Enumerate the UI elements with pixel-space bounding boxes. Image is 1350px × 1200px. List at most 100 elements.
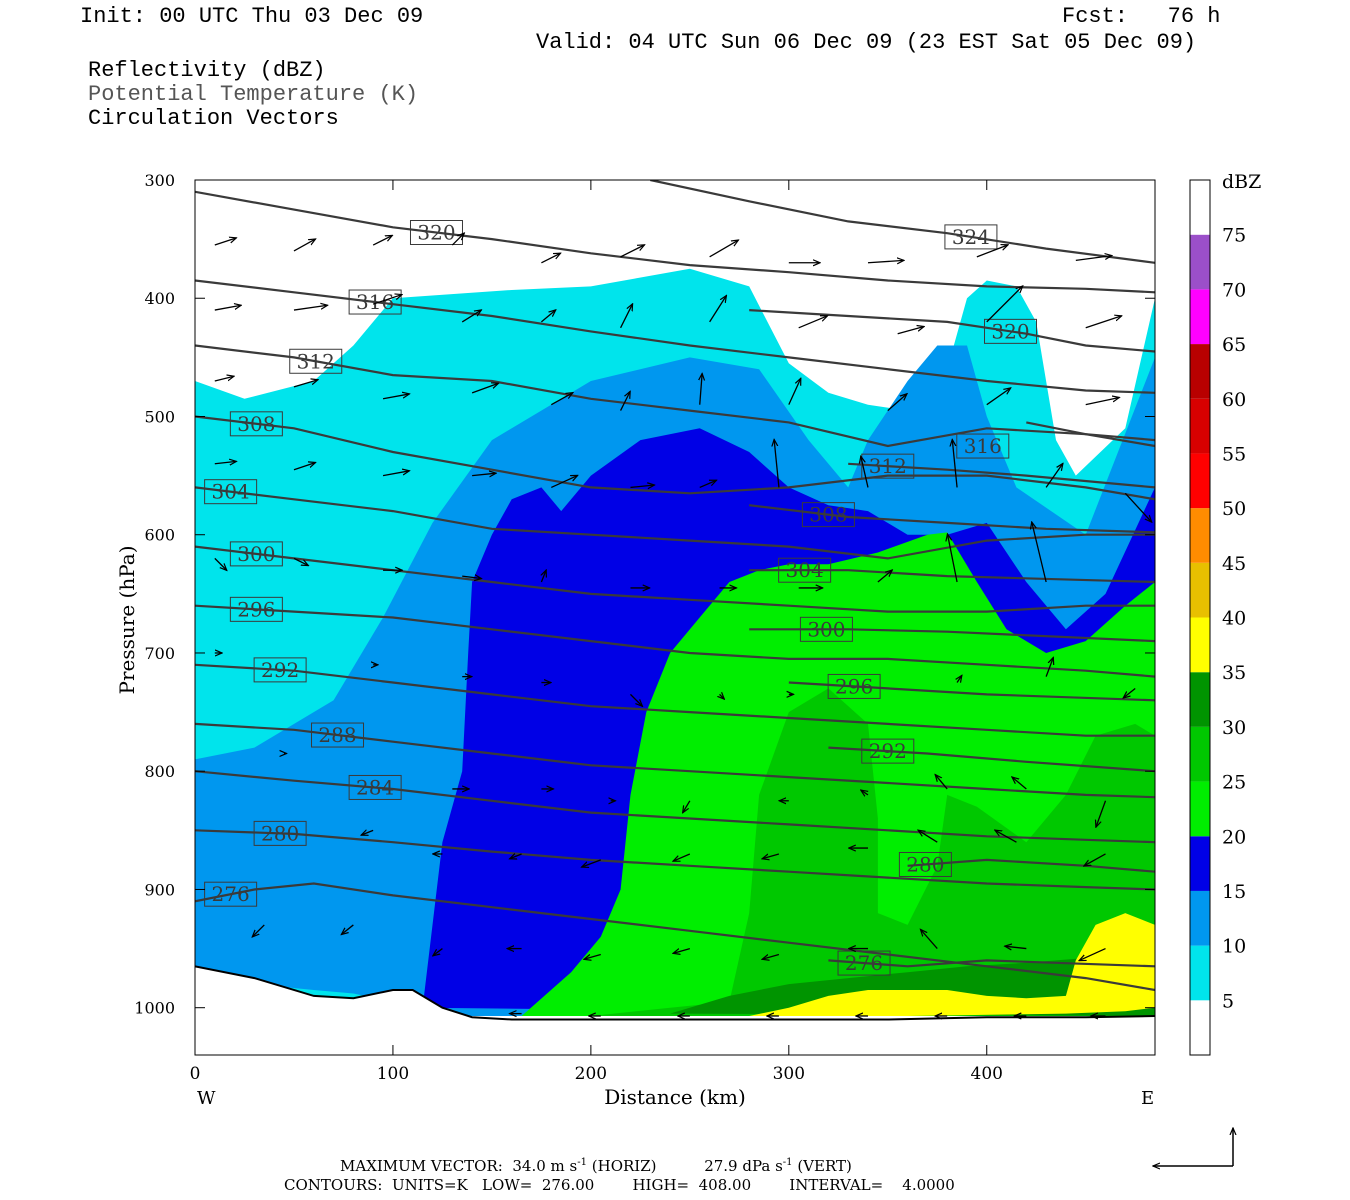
- colorbar-tick-label: 65: [1222, 334, 1246, 356]
- circulation-vector: [630, 485, 654, 487]
- colorbar-tick-label: 30: [1222, 717, 1246, 739]
- circulation-vector: [709, 295, 727, 323]
- circulation-vector: [510, 854, 522, 859]
- theta-label: 296: [237, 597, 275, 621]
- terrain-fill: [195, 966, 1155, 1055]
- circulation-vector: [630, 693, 642, 706]
- circulation-vector: [541, 570, 546, 583]
- field-label-reflectivity: Reflectivity (dBZ): [88, 58, 326, 83]
- forecast-hour: Fcst: 76 h: [1062, 4, 1221, 29]
- circulation-vector: [699, 480, 717, 489]
- reference-vector: [1153, 1128, 1233, 1166]
- circulation-vector: [673, 853, 691, 861]
- colorbar-tick-label: 45: [1222, 553, 1246, 575]
- circulation-vector: [471, 383, 498, 394]
- circulation-vector: [550, 393, 573, 406]
- theta-contour-276: [828, 959, 1155, 968]
- circulation-vector: [472, 473, 496, 475]
- theta-label: 292: [869, 739, 907, 763]
- colorbar-tick-label: 60: [1222, 389, 1246, 411]
- circulation-vector: [461, 310, 481, 323]
- theta-label-box: [311, 722, 365, 748]
- circulation-vector: [995, 830, 1017, 843]
- circulation-vector: [976, 245, 1008, 258]
- colorbar-tick-label: 50: [1222, 498, 1246, 520]
- theta-label-box: [204, 881, 258, 907]
- circulation-vector: [214, 238, 237, 246]
- theta-label-box: [861, 453, 915, 479]
- circulation-vector: [619, 391, 631, 411]
- colorbar-tick-label: 75: [1222, 225, 1246, 247]
- circulation-vector: [1123, 687, 1136, 698]
- colorbar-swatch: [1190, 836, 1210, 891]
- field-label-vectors: Circulation Vectors: [88, 106, 339, 131]
- colorbar-swatch: [1190, 562, 1210, 618]
- circulation-vector: [372, 295, 402, 305]
- theta-label: 300: [237, 542, 275, 566]
- theta-contour-296: [788, 681, 1155, 702]
- theta-contour-280: [195, 829, 1155, 891]
- circulation-vector: [1085, 316, 1122, 329]
- theta-label-box: [778, 557, 832, 583]
- colorbar-swatch: [1190, 1000, 1210, 1055]
- reflectivity-region-25: [590, 688, 1155, 1016]
- y-tick-label: 400: [144, 289, 175, 308]
- theta-label-box: [827, 673, 881, 699]
- theta-contour-308: [195, 415, 1155, 501]
- theta-label: 276: [212, 882, 250, 906]
- x-tick-label: 300: [773, 1064, 805, 1084]
- theta-contour-312: [195, 344, 1155, 448]
- theta-label: 280: [261, 821, 299, 845]
- circulation-vector: [709, 240, 739, 258]
- theta-contour-320: [749, 309, 1155, 353]
- circulation-vector: [541, 253, 560, 264]
- colorbar-tick-label: 5: [1222, 990, 1234, 1012]
- reflectivity-region-35: [749, 913, 1155, 1016]
- theta-label-box: [898, 851, 952, 877]
- circulation-vector: [1084, 853, 1106, 866]
- theta-contour-284: [195, 770, 1155, 844]
- circulation-vector: [867, 260, 904, 262]
- theta-label-box: [837, 950, 891, 976]
- circulation-vector: [774, 439, 780, 488]
- theta-label: 308: [809, 503, 847, 527]
- circulation-vector: [620, 245, 645, 258]
- circulation-vector: [1075, 256, 1112, 262]
- colorbar-tick-label: 15: [1222, 881, 1246, 903]
- circulation-vector: [462, 576, 481, 578]
- theta-label: 308: [237, 412, 275, 436]
- theta-contour-288: [195, 722, 1155, 799]
- theta-label: 288: [318, 723, 356, 747]
- circulation-vector: [1032, 522, 1047, 583]
- theta-label: 312: [297, 349, 335, 373]
- circulation-vector: [762, 853, 780, 859]
- circulation-vector: [935, 775, 948, 790]
- circulation-vector: [986, 286, 1023, 323]
- colorbar-tick-label: 70: [1222, 279, 1246, 301]
- theta-label: 276: [845, 951, 883, 975]
- colorbar-swatch: [1190, 726, 1210, 782]
- theta-label-box: [229, 596, 283, 622]
- theta-label-box: [253, 820, 307, 846]
- circulation-vector: [952, 439, 958, 488]
- theta-contour-316: [195, 279, 1155, 394]
- circulation-vector: [947, 534, 958, 583]
- theta-label-box: [348, 774, 402, 800]
- y-tick-label: 500: [144, 407, 175, 426]
- valid-time: Valid: 04 UTC Sun 06 Dec 09 (23 EST Sat …: [536, 30, 1197, 55]
- theta-label-box: [229, 541, 283, 567]
- theta-label: 280: [906, 852, 944, 876]
- colorbar-tick-label: 55: [1222, 443, 1246, 465]
- colorbar-swatch: [1190, 781, 1210, 837]
- colorbar-tick-label: 35: [1222, 662, 1246, 684]
- circulation-vector: [361, 830, 374, 835]
- colorbar-swatch: [1190, 617, 1210, 673]
- circulation-vector: [920, 929, 938, 950]
- x-end-label-west: W: [197, 1088, 216, 1109]
- max-vector-note: MAXIMUM VECTOR: 34.0 m s-1 (HORIZ) 27.9 …: [340, 1157, 852, 1175]
- circulation-vector: [720, 694, 725, 699]
- circulation-vector: [798, 316, 828, 329]
- colorbar-swatch: [1190, 453, 1210, 509]
- theta-label: 284: [356, 775, 394, 799]
- circulation-vector: [214, 376, 234, 382]
